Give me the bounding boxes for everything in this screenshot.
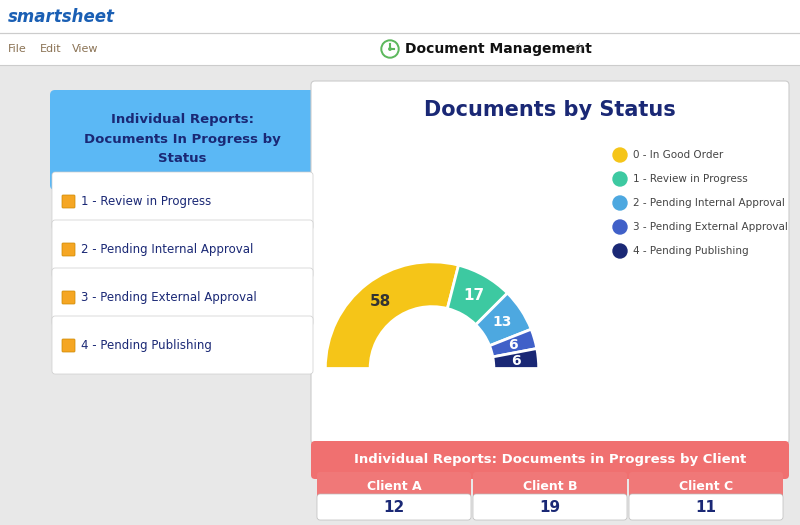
FancyBboxPatch shape [52, 268, 313, 326]
FancyBboxPatch shape [62, 195, 75, 208]
Text: 4 - Pending Publishing: 4 - Pending Publishing [81, 339, 212, 352]
Circle shape [381, 40, 399, 58]
Text: Individual Reports:
Documents In Progress by
Status: Individual Reports: Documents In Progres… [84, 113, 281, 164]
FancyBboxPatch shape [317, 494, 471, 520]
Circle shape [383, 42, 397, 56]
Text: 1 - Review in Progress: 1 - Review in Progress [633, 174, 748, 184]
Text: 11: 11 [695, 499, 717, 514]
Wedge shape [490, 329, 537, 357]
Text: Client A: Client A [366, 479, 422, 492]
Text: 6: 6 [508, 338, 518, 352]
Circle shape [613, 196, 627, 210]
Text: 4 - Pending Publishing: 4 - Pending Publishing [633, 246, 749, 256]
Wedge shape [447, 265, 507, 325]
Text: smartsheet: smartsheet [8, 8, 115, 26]
Circle shape [389, 48, 391, 50]
Text: 3 - Pending External Approval: 3 - Pending External Approval [633, 222, 788, 232]
FancyBboxPatch shape [62, 243, 75, 256]
FancyBboxPatch shape [62, 339, 75, 352]
Text: 58: 58 [370, 295, 391, 309]
FancyBboxPatch shape [473, 472, 627, 500]
Text: Documents by Status: Documents by Status [424, 100, 676, 120]
FancyBboxPatch shape [317, 472, 471, 500]
Text: 2 - Pending Internal Approval: 2 - Pending Internal Approval [633, 198, 785, 208]
Text: File: File [8, 44, 26, 54]
Circle shape [613, 244, 627, 258]
Wedge shape [476, 293, 531, 346]
Wedge shape [493, 349, 538, 369]
Circle shape [613, 172, 627, 186]
Text: Client C: Client C [679, 479, 733, 492]
FancyBboxPatch shape [52, 220, 313, 278]
Text: 6: 6 [511, 353, 521, 368]
Text: 2 - Pending Internal Approval: 2 - Pending Internal Approval [81, 243, 254, 256]
Text: Document Management: Document Management [405, 42, 592, 56]
FancyBboxPatch shape [52, 220, 313, 248]
FancyBboxPatch shape [629, 472, 783, 500]
Text: Edit: Edit [40, 44, 62, 54]
Text: Individual Reports: Documents in Progress by Client: Individual Reports: Documents in Progres… [354, 454, 746, 467]
FancyBboxPatch shape [52, 316, 313, 344]
Text: ☆: ☆ [572, 42, 585, 56]
FancyBboxPatch shape [0, 33, 800, 65]
FancyBboxPatch shape [311, 441, 789, 479]
FancyBboxPatch shape [52, 172, 313, 200]
FancyBboxPatch shape [52, 268, 313, 296]
Text: 0 - In Good Order: 0 - In Good Order [633, 150, 723, 160]
Text: Client B: Client B [522, 479, 578, 492]
FancyBboxPatch shape [50, 90, 315, 190]
Circle shape [613, 148, 627, 162]
Text: 3 - Pending External Approval: 3 - Pending External Approval [81, 291, 257, 304]
FancyBboxPatch shape [0, 0, 800, 33]
FancyBboxPatch shape [0, 65, 800, 525]
FancyBboxPatch shape [311, 81, 789, 444]
Text: 13: 13 [493, 315, 512, 329]
Text: 17: 17 [463, 288, 484, 303]
FancyBboxPatch shape [473, 494, 627, 520]
Text: 12: 12 [383, 499, 405, 514]
Circle shape [613, 220, 627, 234]
FancyBboxPatch shape [52, 316, 313, 374]
FancyBboxPatch shape [629, 494, 783, 520]
Wedge shape [326, 262, 458, 369]
Text: 19: 19 [539, 499, 561, 514]
FancyBboxPatch shape [62, 291, 75, 304]
Text: View: View [72, 44, 98, 54]
Text: 1 - Review in Progress: 1 - Review in Progress [81, 195, 211, 208]
FancyBboxPatch shape [52, 172, 313, 230]
